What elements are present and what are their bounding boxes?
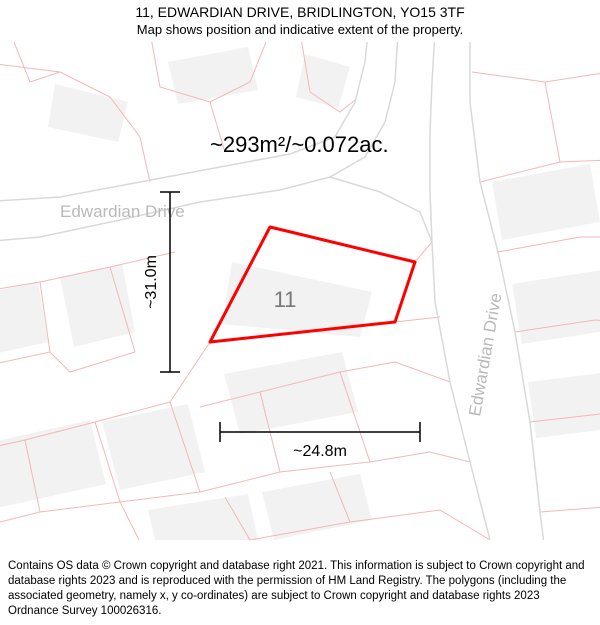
road-label-horizontal: Edwardian Drive — [60, 202, 185, 221]
parcel-boundary — [370, 452, 470, 462]
building — [224, 352, 358, 434]
copyright-footer: Contains OS data © Crown copyright and d… — [8, 559, 592, 619]
parcel-boundary — [415, 242, 432, 262]
building — [528, 372, 600, 438]
building — [102, 404, 205, 490]
building — [168, 47, 258, 104]
subtitle: Map shows position and indicative extent… — [0, 22, 600, 37]
buildings-layer — [0, 47, 600, 540]
area-label: ~293m²/~0.072ac. — [210, 132, 389, 157]
road-label-vertical: Edwardian Drive — [465, 292, 505, 418]
building — [296, 54, 350, 108]
dim-h-label: ~24.8m — [293, 443, 347, 460]
building — [262, 474, 372, 540]
parcel-boundary — [395, 317, 440, 322]
document-root: 11, EDWARDIAN DRIVE, BRIDLINGTON, YO15 3… — [0, 0, 600, 625]
building — [0, 282, 48, 357]
parcel-boundary — [498, 237, 600, 252]
parcel-boundary — [350, 510, 490, 540]
building — [148, 494, 258, 540]
road-edge — [432, 242, 500, 540]
parcel-boundary — [540, 507, 600, 512]
building — [60, 264, 135, 347]
parcel-boundary — [10, 42, 60, 82]
road-edge — [330, 177, 432, 242]
address-title: 11, EDWARDIAN DRIVE, BRIDLINGTON, YO15 3… — [0, 4, 600, 20]
building — [48, 84, 128, 142]
parcel-boundary — [472, 72, 545, 82]
dim-v-label: ~31.0m — [143, 255, 160, 309]
parcel-boundary — [545, 72, 600, 162]
map-canvas: Edwardian Drive Edwardian Drive 11 ~293m… — [0, 42, 600, 540]
header: 11, EDWARDIAN DRIVE, BRIDLINGTON, YO15 3… — [0, 4, 600, 37]
building — [0, 420, 106, 510]
parcel-boundary — [340, 362, 450, 382]
road-edge — [430, 42, 435, 242]
house-number: 11 — [274, 287, 297, 312]
building — [512, 270, 600, 344]
map-svg: Edwardian Drive Edwardian Drive 11 ~293m… — [0, 42, 600, 540]
